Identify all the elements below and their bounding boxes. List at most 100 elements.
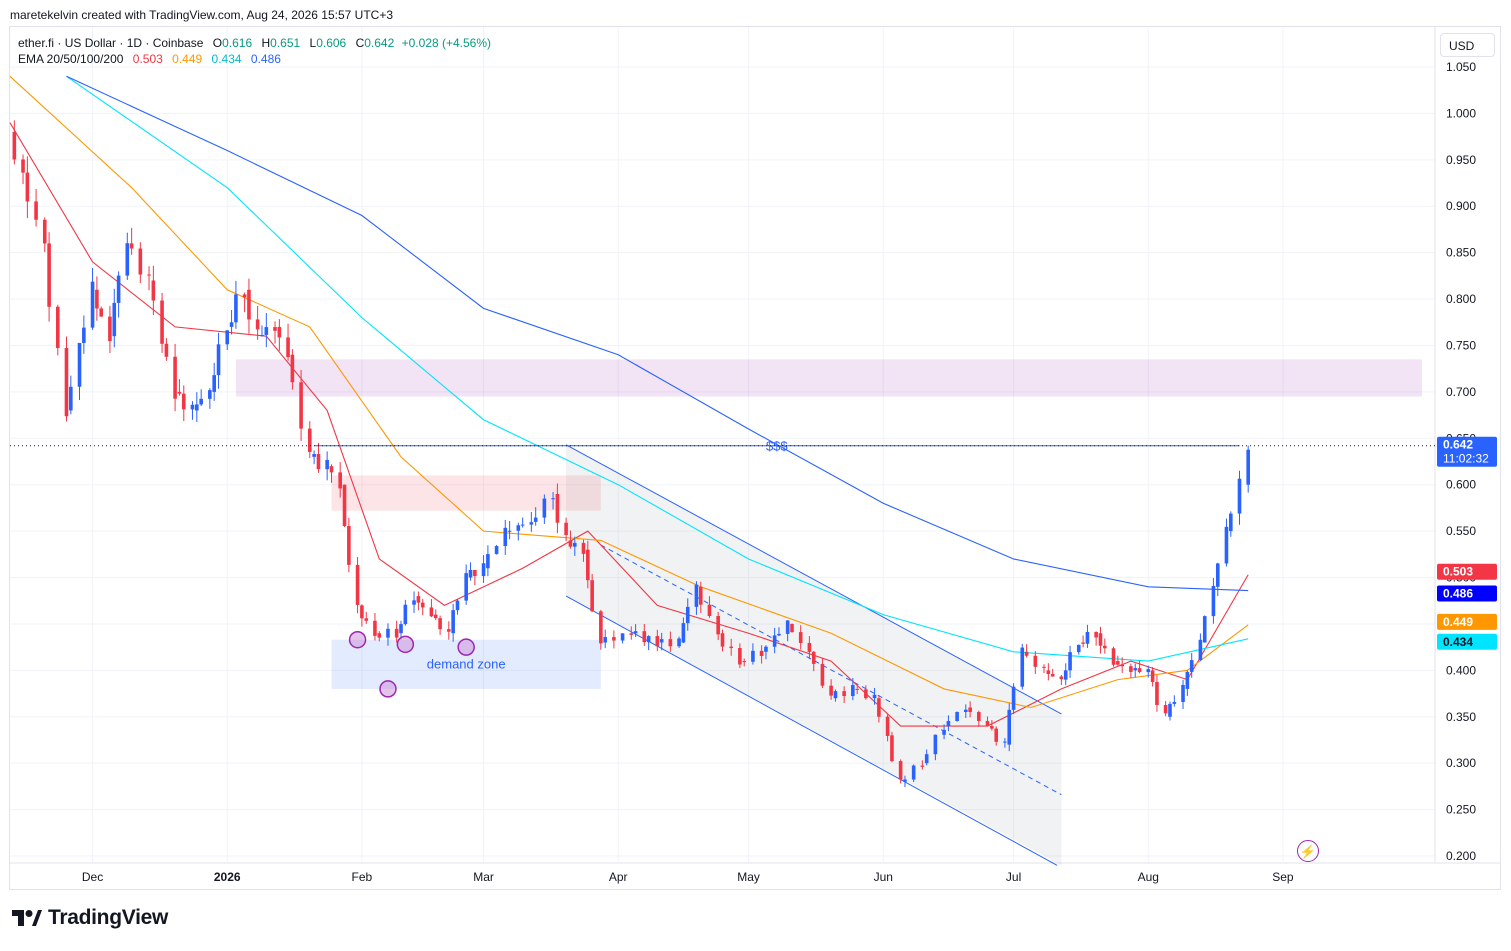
candle-body <box>129 243 134 249</box>
y-tick-label: 0.600 <box>1446 478 1476 492</box>
candle-body <box>1181 684 1185 703</box>
currency-button[interactable]: USD <box>1440 33 1495 57</box>
candle-body <box>181 393 186 410</box>
legend-high-label: H <box>261 36 271 50</box>
legend-ema-label: EMA 20/50/100/200 <box>18 52 124 66</box>
swing-low-circle <box>379 680 397 698</box>
candle-body <box>507 530 512 532</box>
candle-body <box>151 280 156 301</box>
candle-body <box>290 354 295 383</box>
candle-body <box>364 618 369 621</box>
candle-body <box>1229 513 1233 532</box>
candle-body <box>990 726 994 729</box>
candle-body <box>1198 639 1203 661</box>
candle-body <box>1003 741 1007 743</box>
x-tick-label: Dec <box>82 870 103 884</box>
legend-open: 0.616 <box>222 36 253 50</box>
candle-body <box>451 610 455 634</box>
candle-body <box>720 633 725 647</box>
candle-body <box>468 570 473 578</box>
candle-body <box>555 493 560 523</box>
chart-attribution: maretekelvin created with TradingView.co… <box>10 8 393 22</box>
y-tick-label: 0.800 <box>1446 292 1476 306</box>
candle-body <box>42 219 47 244</box>
candle-body <box>1024 651 1029 656</box>
candle-body <box>942 729 946 735</box>
legend-row-symbol: ether.fi · US Dollar · 1D · Coinbase O0.… <box>18 35 491 51</box>
y-tick-label: 1.050 <box>1446 60 1476 74</box>
candle-body <box>542 498 547 518</box>
candle-body <box>520 524 525 526</box>
candle-body <box>47 243 51 307</box>
candle-body <box>229 322 234 327</box>
legend-ema200: 0.486 <box>250 52 281 66</box>
candle-body <box>738 648 742 665</box>
candle-body <box>338 472 342 489</box>
candle-body <box>603 637 607 643</box>
candle-body <box>629 633 634 635</box>
candle-body <box>642 631 647 643</box>
x-tick-label: Jul <box>1006 870 1021 884</box>
x-tick-label: 2026 <box>214 870 241 884</box>
candle-body <box>829 685 833 696</box>
candle-body <box>985 720 990 726</box>
candle-body <box>147 274 151 276</box>
candle-body <box>751 650 755 662</box>
ema-line <box>66 75 1249 592</box>
candle-body <box>1137 668 1142 673</box>
candle-body <box>764 646 768 652</box>
candle-body <box>399 624 403 634</box>
y-tick-label: 0.250 <box>1446 803 1476 817</box>
candle-body <box>677 638 681 647</box>
lightning-icon[interactable]: ⚡ <box>1297 840 1319 862</box>
candle-body <box>12 131 17 160</box>
candle-body <box>707 604 712 617</box>
candle-body <box>1020 647 1025 687</box>
price-label-text: 0.642 <box>1443 438 1473 452</box>
candle-body <box>885 716 890 736</box>
candle-body <box>486 554 490 569</box>
candle-body <box>316 454 321 470</box>
candle-body <box>55 306 60 348</box>
candle-body <box>877 698 881 717</box>
candle-body <box>890 735 894 762</box>
candle-body <box>1172 702 1177 704</box>
y-tick-label: 0.900 <box>1446 199 1476 213</box>
candle-body <box>572 542 577 547</box>
price-label-bg <box>1437 633 1497 650</box>
x-tick-label: Mar <box>473 870 494 884</box>
candle-body <box>1163 704 1168 714</box>
candle-body <box>21 159 25 173</box>
candle-body <box>412 600 416 605</box>
candle-body <box>264 327 269 335</box>
chart-frame <box>9 26 1501 890</box>
candle-body <box>516 525 521 531</box>
candle-body <box>551 498 555 500</box>
candle-body <box>785 620 790 634</box>
candle-body <box>811 651 816 664</box>
candle-body <box>855 688 859 690</box>
x-tick-label: May <box>737 870 760 884</box>
candle-body <box>190 404 195 410</box>
candle-body <box>355 564 360 605</box>
tradingview-logo-icon <box>12 910 42 926</box>
tradingview-logo[interactable]: TradingView <box>12 906 168 930</box>
candle-body <box>99 308 104 317</box>
candle-body <box>968 707 972 713</box>
candle-body <box>590 580 594 612</box>
candle-body <box>1063 670 1068 680</box>
candle-body <box>177 391 182 394</box>
candle-body <box>164 343 169 357</box>
demand-zone-label: demand zone <box>427 656 506 671</box>
brand-name: TradingView <box>48 906 169 929</box>
candle-body <box>403 604 408 625</box>
candle-body <box>394 628 399 638</box>
candle-body <box>1111 648 1116 665</box>
candle-body <box>1155 681 1159 705</box>
x-tick-label: Sep <box>1272 870 1294 884</box>
candle-body <box>1150 670 1155 682</box>
price-label-bg <box>1437 563 1497 580</box>
candle-body <box>438 618 442 630</box>
candle-body <box>1007 709 1012 745</box>
